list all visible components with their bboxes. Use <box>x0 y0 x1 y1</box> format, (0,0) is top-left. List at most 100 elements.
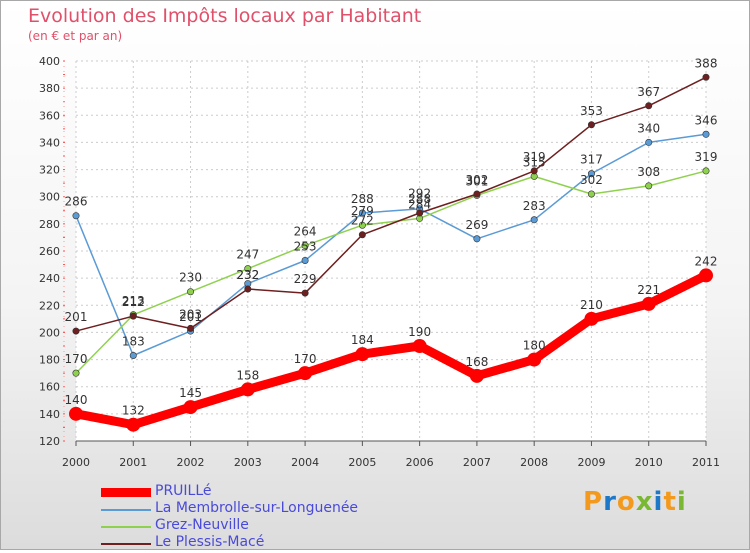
data-point <box>69 406 83 421</box>
data-label: 168 <box>465 355 488 369</box>
data-point <box>645 182 653 190</box>
data-label: 319 <box>523 150 546 164</box>
data-label: 269 <box>465 218 488 232</box>
data-point <box>587 190 595 198</box>
data-label: 317 <box>580 153 603 167</box>
y-tick-label: 180 <box>39 354 60 367</box>
data-point <box>244 285 252 293</box>
data-point <box>358 209 366 217</box>
data-point <box>645 138 653 146</box>
data-point <box>240 382 255 397</box>
legend-label: Grez-Neuville <box>155 517 249 533</box>
x-tick-label: 2006 <box>406 456 434 469</box>
proxiti-logo: Proxiti <box>583 487 687 517</box>
data-point <box>187 288 195 296</box>
data-point <box>473 235 481 243</box>
y-tick-label: 200 <box>39 326 60 339</box>
data-label: 170 <box>294 352 317 366</box>
data-label: 301 <box>465 174 488 188</box>
y-tick-label: 360 <box>39 109 60 122</box>
data-label: 210 <box>580 298 603 312</box>
data-label: 170 <box>65 352 88 366</box>
legend-label: La Membrolle-sur-Longuenée <box>155 500 359 516</box>
data-point <box>129 351 137 359</box>
data-point <box>358 221 366 229</box>
x-tick-label: 2008 <box>520 456 548 469</box>
data-label: 212 <box>122 295 145 309</box>
logo-letter: P <box>583 487 604 517</box>
data-point <box>473 190 481 198</box>
data-point <box>301 256 309 264</box>
legend-swatch-pruille <box>101 488 151 497</box>
y-tick-label: 220 <box>39 299 60 312</box>
data-label: 367 <box>637 85 660 99</box>
data-label: 184 <box>351 333 374 347</box>
data-label: 286 <box>65 195 88 209</box>
data-point <box>358 231 366 239</box>
chart-title: Evolution des Impôts locaux par Habitant <box>28 5 422 27</box>
x-tick-label: 2002 <box>177 456 205 469</box>
data-label: 229 <box>294 272 317 286</box>
data-point <box>72 327 80 335</box>
data-point <box>527 352 542 367</box>
data-point <box>587 121 595 129</box>
data-point <box>702 130 710 138</box>
data-label: 340 <box>637 121 660 135</box>
data-label: 213 <box>122 294 145 308</box>
data-label: 132 <box>122 404 145 418</box>
y-tick-label: 300 <box>39 191 60 204</box>
data-label: 264 <box>294 225 317 239</box>
data-label: 319 <box>695 150 718 164</box>
logo-letter: i <box>676 487 687 517</box>
series-line <box>71 270 711 430</box>
data-label: 346 <box>695 113 718 127</box>
y-tick-label: 280 <box>39 218 60 231</box>
y-tick-label: 240 <box>39 272 60 285</box>
x-tick-label: 2005 <box>348 456 376 469</box>
data-label: 308 <box>637 165 660 179</box>
data-point <box>244 265 252 273</box>
data-point <box>301 242 309 250</box>
data-label: 203 <box>179 307 202 321</box>
data-point <box>72 369 80 377</box>
data-label: 190 <box>408 325 431 339</box>
data-label: 302 <box>465 173 488 187</box>
data-point <box>129 312 137 320</box>
data-label: 288 <box>408 192 431 206</box>
x-tick-label: 2009 <box>577 456 605 469</box>
data-label: 145 <box>179 386 202 400</box>
data-label: 230 <box>179 271 202 285</box>
data-label: 201 <box>65 310 88 324</box>
logo-letter: o <box>616 487 636 517</box>
x-tick-label: 2003 <box>234 456 262 469</box>
legend-label: PRUILLé <box>155 483 212 499</box>
data-label: 221 <box>637 283 660 297</box>
data-label: 183 <box>122 335 145 349</box>
data-label: 388 <box>695 56 718 70</box>
y-tick-label: 260 <box>39 245 60 258</box>
legend-swatch-plessis <box>101 543 151 545</box>
data-label: 180 <box>523 339 546 353</box>
data-label: 232 <box>236 268 259 282</box>
data-point <box>584 311 599 326</box>
data-label: 242 <box>695 254 718 268</box>
data-label: 288 <box>351 192 374 206</box>
data-point <box>72 212 80 220</box>
logo-letter: r <box>603 487 617 517</box>
data-point <box>702 167 710 175</box>
chart-subtitle: (en € et par an) <box>28 29 123 43</box>
data-label: 253 <box>294 240 317 254</box>
data-point <box>702 73 710 81</box>
data-point <box>587 170 595 178</box>
logo-letter: x <box>635 487 654 517</box>
data-point <box>298 366 313 381</box>
x-tick-label: 2007 <box>463 456 491 469</box>
data-label: 284 <box>408 197 431 211</box>
data-label: 315 <box>523 155 546 169</box>
series-line <box>75 170 707 374</box>
logo-letter: i <box>653 487 664 517</box>
x-tick-label: 2010 <box>635 456 663 469</box>
data-point <box>183 400 198 415</box>
